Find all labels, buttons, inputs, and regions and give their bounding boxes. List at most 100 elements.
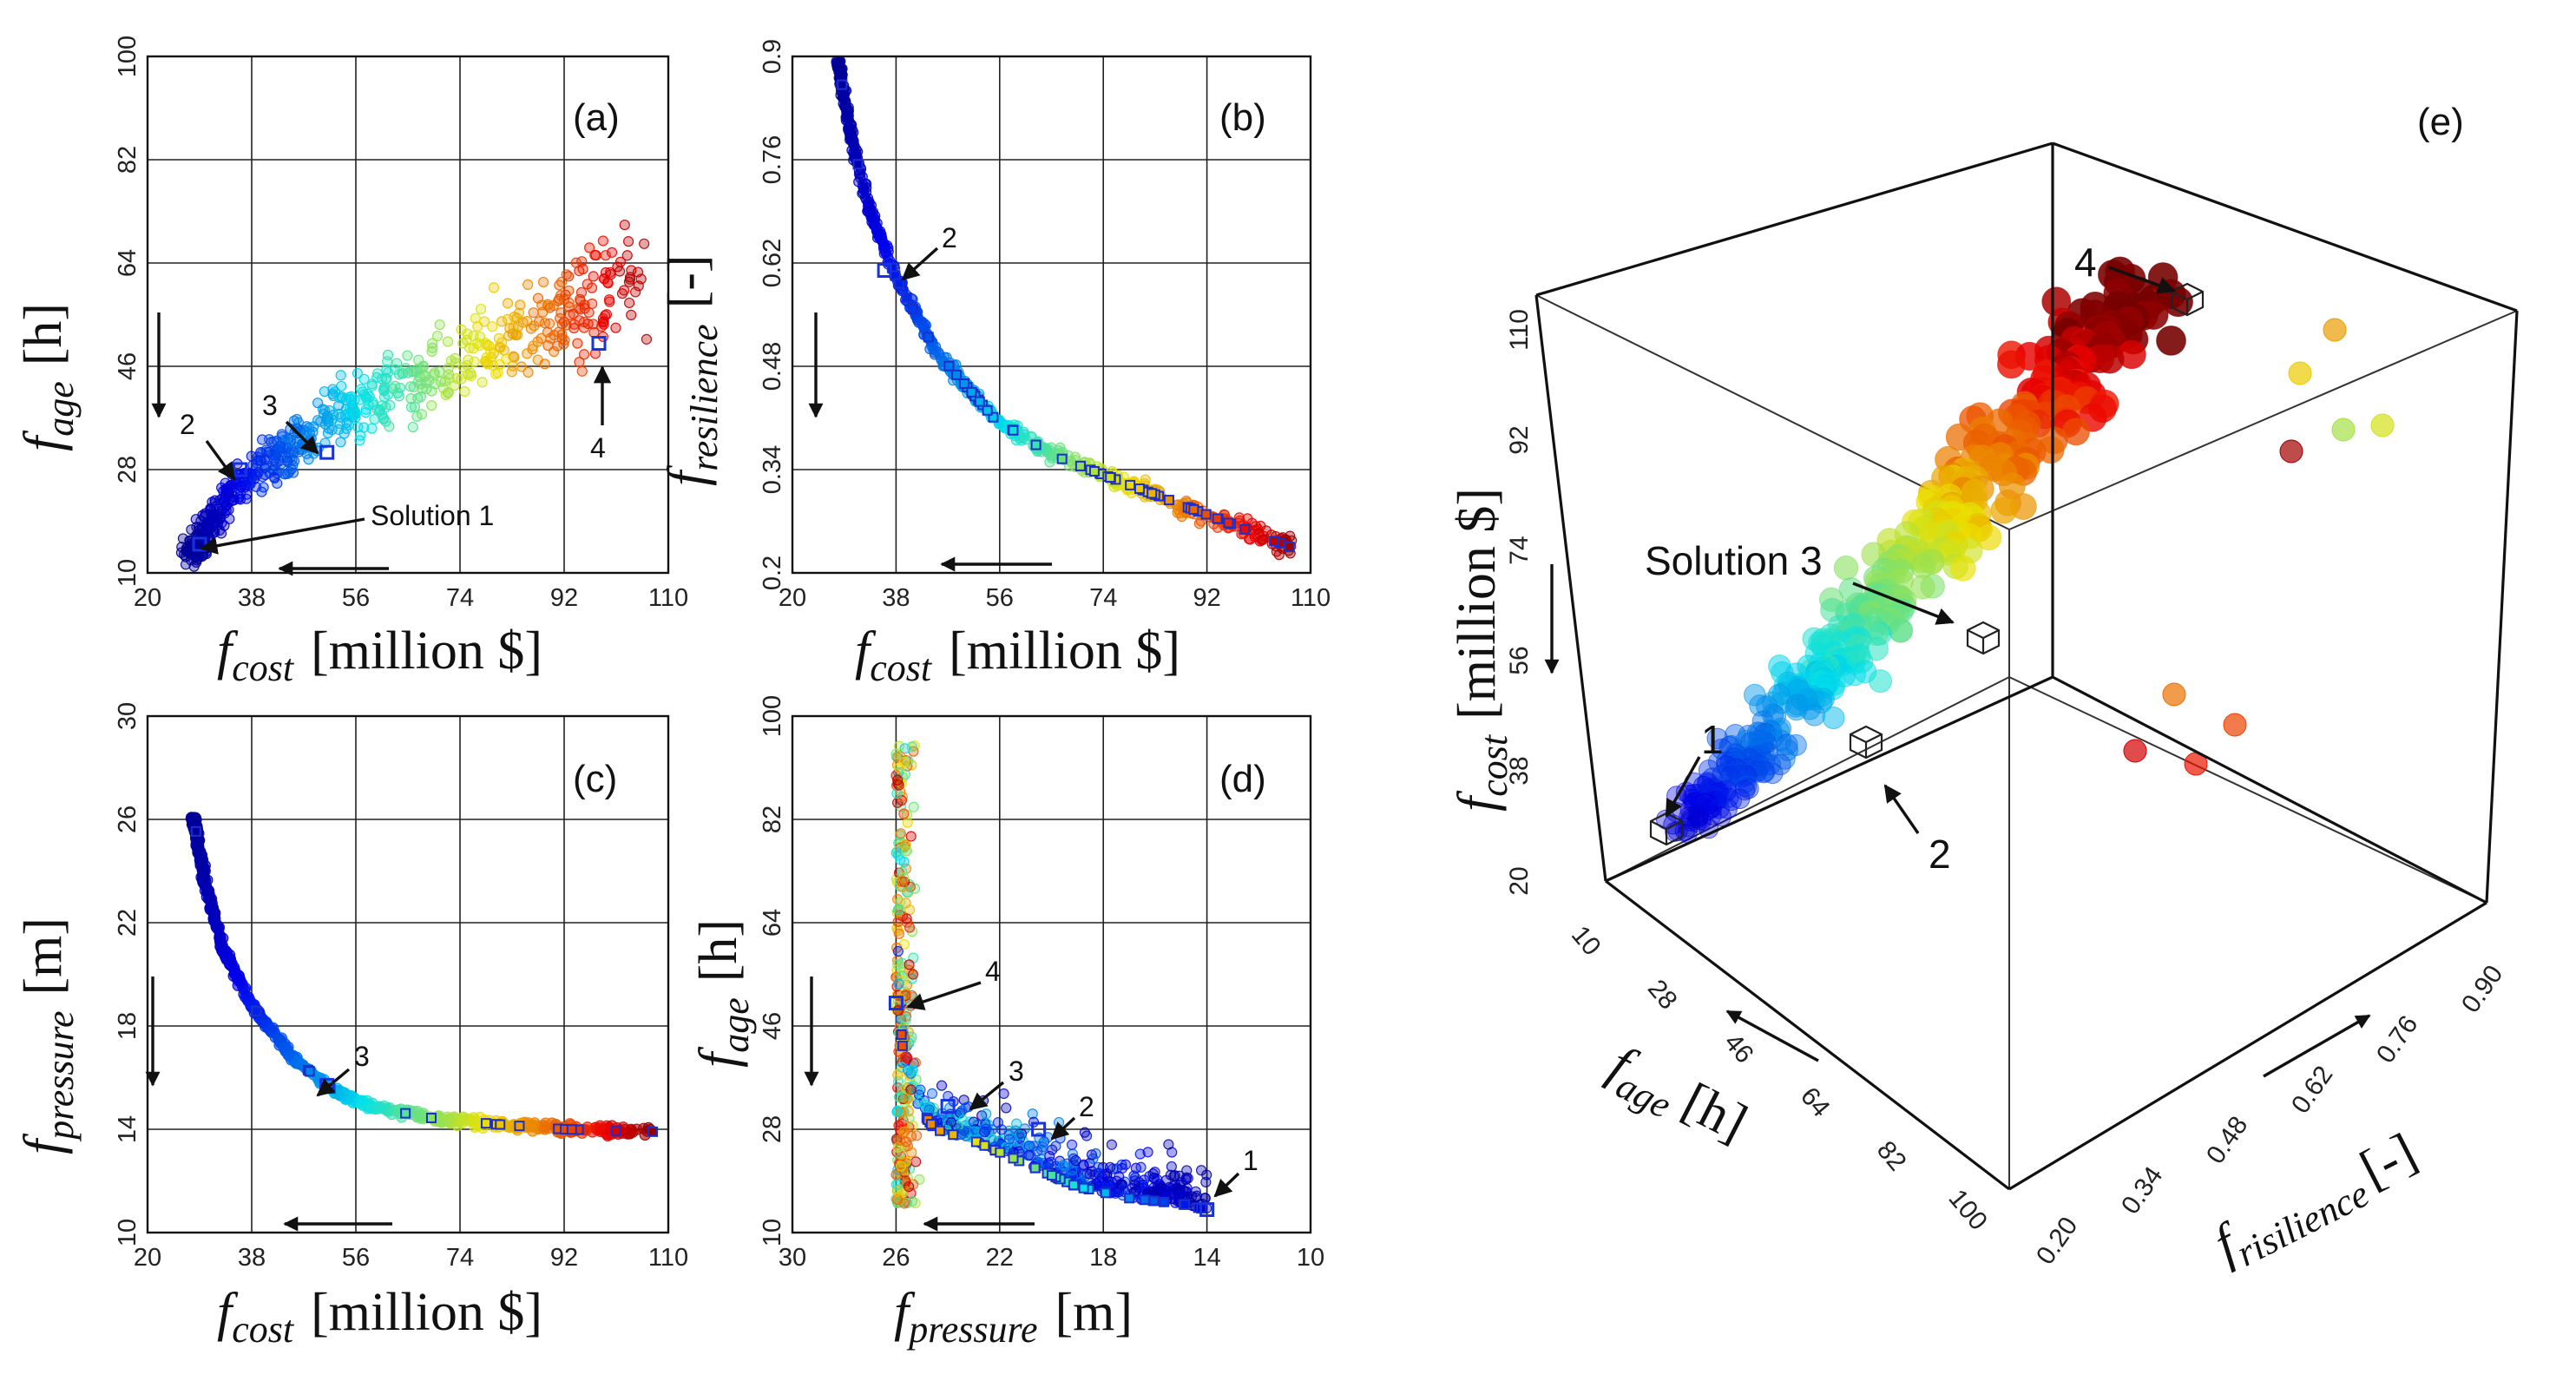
data-point	[270, 450, 281, 461]
panel-a-grid	[148, 56, 668, 573]
data-point	[459, 385, 470, 398]
data-point	[449, 380, 460, 391]
data-point	[621, 250, 633, 261]
x-tick-label: 64	[1795, 1082, 1836, 1123]
data-point	[908, 801, 919, 812]
data-point	[606, 247, 618, 258]
panel-b-x-ticks: 20 38 56 74 92 110	[779, 584, 1331, 612]
panel-e-annotation-4: 4	[2074, 240, 2097, 285]
data-point	[610, 322, 621, 333]
data-point	[468, 343, 479, 354]
data-point	[2279, 439, 2303, 464]
highlighted-solution-3	[319, 444, 335, 460]
data-point	[502, 298, 514, 309]
y-tick-label: 0.90	[2456, 960, 2509, 1018]
front-marker	[514, 1121, 525, 1132]
panel-a-annotation-4: 4	[590, 432, 606, 464]
front-marker	[943, 360, 955, 372]
data-point	[559, 334, 570, 346]
data-point	[915, 1096, 926, 1108]
x-tick-label: 20	[134, 1244, 161, 1272]
panel-e-annotation-solution-3: Solution 3	[1645, 538, 1823, 583]
front-marker	[480, 1118, 491, 1129]
data-point	[203, 523, 214, 534]
data-point	[419, 371, 430, 382]
y-tick-label: 0.62	[2286, 1061, 2339, 1119]
data-point	[910, 1156, 922, 1167]
data-point	[543, 318, 555, 329]
data-point	[1273, 549, 1285, 561]
front-marker	[1046, 1170, 1057, 1181]
x-tick-label: 92	[550, 1244, 578, 1272]
data-point	[891, 1186, 903, 1197]
panel-e-label: (e)	[2417, 101, 2464, 143]
data-point	[335, 370, 346, 381]
data-point	[371, 372, 383, 383]
data-point	[516, 361, 527, 372]
x-tick-label: 18	[1089, 1244, 1117, 1272]
data-point	[223, 504, 234, 516]
front-marker	[1284, 542, 1295, 553]
data-point	[463, 342, 476, 353]
data-point	[616, 288, 628, 299]
data-point	[1118, 1183, 1129, 1194]
data-point	[326, 414, 338, 425]
front-marker	[1269, 536, 1280, 547]
data-point	[633, 280, 644, 292]
data-point	[597, 235, 608, 247]
data-point	[177, 533, 188, 544]
data-point	[594, 1120, 607, 1132]
front-marker	[958, 378, 969, 389]
data-point	[1233, 512, 1245, 523]
panel-e: (e) 203856749211010284664821000.200.340.…	[1448, 101, 2519, 1275]
data-point	[1260, 525, 1272, 536]
data-point	[897, 876, 908, 887]
data-point	[192, 846, 204, 859]
front-marker	[951, 369, 963, 380]
data-point	[267, 1022, 279, 1034]
highlighted-solution-2	[1849, 725, 1883, 760]
data-point	[228, 494, 240, 506]
z-tick-label: 110	[1505, 309, 1534, 351]
data-point	[602, 278, 614, 289]
data-point	[225, 479, 237, 491]
front-marker	[1200, 509, 1212, 520]
x-tick-label: 28	[1642, 975, 1683, 1016]
data-point	[901, 845, 912, 857]
data-point	[412, 376, 424, 387]
data-point	[322, 427, 333, 439]
data-point	[936, 1080, 948, 1091]
y-tick-label: 100	[114, 36, 141, 77]
data-point	[468, 1112, 480, 1124]
panel-b-y-ticks: 0.2 0.34 0.48 0.62 0.76 0.9	[759, 39, 786, 590]
y-tick-label: 0.76	[759, 135, 786, 184]
data-point	[219, 520, 230, 531]
data-point	[561, 319, 572, 331]
y-tick-label: 0.9	[759, 39, 786, 74]
data-point	[496, 316, 508, 327]
data-point	[926, 1088, 938, 1099]
data-point	[475, 303, 487, 315]
data-point	[1212, 522, 1223, 533]
data-point	[196, 858, 208, 870]
data-point	[876, 235, 888, 247]
data-point	[904, 922, 916, 933]
data-point	[871, 225, 882, 237]
panel-a-y-ticks: 10 28 46 64 82 100	[114, 36, 141, 587]
y-tick-label: 0.34	[759, 445, 786, 494]
data-point	[584, 242, 595, 253]
x-tick-label: 110	[648, 584, 688, 612]
front-marker	[1223, 517, 1234, 529]
front-marker	[495, 1119, 506, 1130]
panel-c-x-axis-label: fcost [million $]	[217, 1283, 542, 1351]
panel-c-annotation-3: 3	[354, 1041, 370, 1072]
data-point	[350, 409, 361, 420]
data-point	[893, 928, 905, 939]
data-point	[456, 1117, 468, 1129]
data-point	[291, 413, 303, 425]
y-tick-label: 0.20	[2031, 1212, 2084, 1270]
data-point	[981, 1108, 992, 1120]
data-point	[415, 391, 426, 403]
data-point	[542, 339, 554, 352]
